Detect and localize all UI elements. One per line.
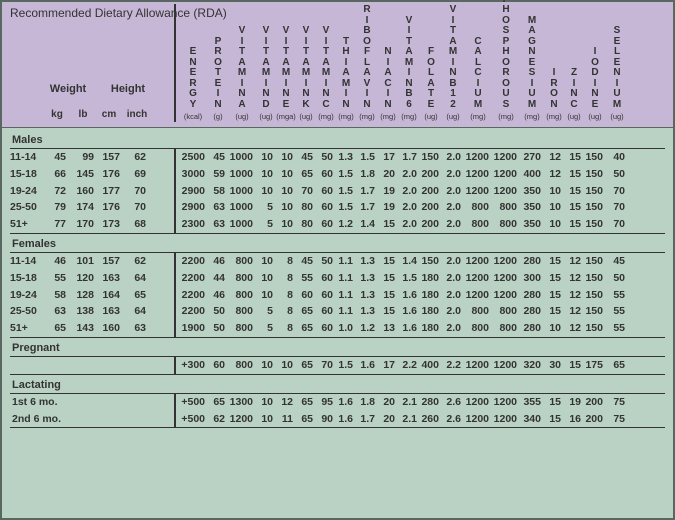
col-io: IODINE(ug) xyxy=(584,47,606,122)
data-row: 15-1866145176693000591000101065601.51.82… xyxy=(10,166,665,183)
col-ni: NIACIN(mg) xyxy=(378,47,398,122)
data-row: 25-5063138163642200508005865601.11.3151.… xyxy=(10,303,665,320)
col-en: ENERGY(kcal) xyxy=(178,47,208,122)
col-pr: PROTEIN(g) xyxy=(208,37,228,123)
data-row: 11-144599157622500451000101045501.31.517… xyxy=(10,149,665,166)
col-va: VITAMINA(ug) xyxy=(228,26,256,122)
data-row: 19-2472160177702900581000101070601.51.71… xyxy=(10,183,665,200)
stub-header: Weight Height kg lb cm inch xyxy=(10,24,174,122)
header-row: Weight Height kg lb cm inch ENERGY(kcal)… xyxy=(10,24,665,122)
data-row: 25-507917417670290063100051080601.51.719… xyxy=(10,199,665,216)
col-ve: VITAMINE(mga) xyxy=(276,26,296,122)
col-mg: MAGNESIUM(mg) xyxy=(520,16,544,123)
table-body: Males11-144599157622500451000101045501.3… xyxy=(2,128,673,432)
data-row: 1st 6 mo.+500651300101265951.61.8202.128… xyxy=(10,394,665,411)
col-vd: VITAMIND(ug) xyxy=(256,26,276,122)
kg-unit: kg xyxy=(44,109,70,120)
col-ca: CALCIUM(mg) xyxy=(464,37,492,123)
col-se: SELENIUM(ug) xyxy=(606,26,628,122)
col-zn: ZINC(ug) xyxy=(564,68,584,122)
col-th: THIAMIN(mg) xyxy=(336,37,356,123)
table-header: Recommended Dietary Allowance (RDA) Weig… xyxy=(2,2,673,128)
group-females: Females xyxy=(10,236,665,253)
col-vk: VITAMINK(ug) xyxy=(296,26,316,122)
data-row: 51+7717017368230063100051080601.21.4152.… xyxy=(10,216,665,233)
data-row: 51+65143160631900508005865601.01.2131.61… xyxy=(10,320,665,337)
rda-table: Recommended Dietary Allowance (RDA) Weig… xyxy=(0,0,675,520)
height-label: Height xyxy=(100,83,156,95)
weight-label: Weight xyxy=(40,83,96,95)
data-row: 2nd 6 mo.+500621200101165901.61.7202.126… xyxy=(10,411,665,428)
data-row: 11-14461011576222004680010845501.11.3151… xyxy=(10,253,665,270)
col-rf: RIBOFLAVIN(mg) xyxy=(356,5,378,122)
data-row: +30060800101065701.51.6172.24002.2120012… xyxy=(10,357,665,374)
col-fo: FOLATE(ug) xyxy=(420,47,442,122)
group-lactating: Lactating xyxy=(10,377,665,394)
col-b6: VITAMINB6(mg) xyxy=(398,16,420,123)
col-vc: VITAMINC(mg) xyxy=(316,26,336,122)
col-ph: PHOSPHOROUS(mg) xyxy=(492,0,520,122)
col-fe: IRON(mg) xyxy=(544,68,564,122)
col-b12: VITAMINB12(ug) xyxy=(442,5,464,122)
data-row: 19-24581281646522004680010860601.11.3151… xyxy=(10,287,665,304)
table-title: Recommended Dietary Allowance (RDA) xyxy=(10,6,665,20)
group-males: Males xyxy=(10,132,665,149)
cm-unit: cm xyxy=(96,109,122,120)
group-pregnant: Pregnant xyxy=(10,340,665,357)
age-unit xyxy=(10,109,44,120)
nutrient-columns: ENERGY(kcal)PROTEIN(g)VITAMINA(ug)VITAMI… xyxy=(176,24,665,122)
data-row: 15-18551201636422004480010855601.11.3151… xyxy=(10,270,665,287)
lb-unit: lb xyxy=(70,109,96,120)
inch-unit: inch xyxy=(122,109,152,120)
